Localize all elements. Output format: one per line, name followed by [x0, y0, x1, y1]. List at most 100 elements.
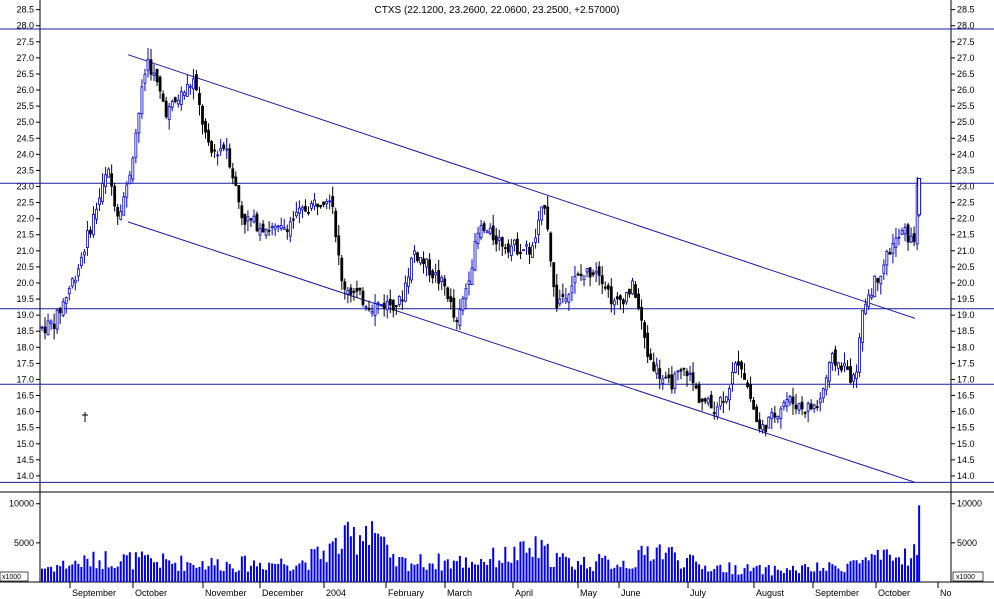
volume-bar — [637, 549, 640, 582]
candle-body — [534, 237, 537, 243]
volume-bar — [543, 545, 546, 582]
volume-bar — [265, 569, 268, 582]
price-candles — [40, 48, 922, 437]
candle-body — [525, 244, 528, 247]
volume-bar — [65, 568, 68, 582]
candle-body — [849, 366, 852, 383]
volume-bar — [595, 561, 598, 582]
candle-body — [734, 362, 737, 373]
candle-body — [391, 299, 395, 311]
volume-bar — [407, 571, 410, 582]
price-tick-label: 16.5 — [16, 391, 34, 401]
candle-body — [767, 416, 771, 429]
volume-bar — [255, 566, 258, 582]
candle-body — [597, 266, 601, 276]
volume-bar — [195, 567, 198, 582]
volume-bar — [461, 567, 464, 582]
candle-body — [343, 281, 347, 290]
candle-body — [770, 412, 774, 420]
candle-body — [437, 270, 441, 284]
candle-body — [803, 411, 807, 414]
volume-bar — [734, 565, 737, 582]
price-tick-label: 24.5 — [16, 133, 34, 143]
volume-bar — [752, 567, 755, 582]
volume-bar — [467, 567, 470, 582]
volume-bar — [128, 552, 131, 582]
volume-bar — [50, 566, 53, 582]
candle-body — [92, 214, 95, 236]
volume-bar — [246, 571, 249, 582]
price-tick-label: 14.0 — [16, 471, 34, 481]
candle-body — [49, 320, 53, 324]
candle-body — [73, 279, 77, 284]
candle-body — [219, 148, 223, 152]
candle-body — [761, 424, 765, 431]
price-axis-left: 14.0 14.5 15.0 15.5 16.0 16.5 17.0 17.5 18.0 18.5… — [16, 5, 40, 481]
candle-body — [307, 211, 310, 214]
trend-line — [127, 54, 916, 319]
candle-body — [458, 309, 462, 326]
volume-bar — [131, 569, 134, 582]
candle-body — [410, 257, 413, 281]
volume-bar — [122, 554, 125, 582]
candle-body — [431, 270, 435, 279]
candle-body — [509, 245, 513, 256]
volume-bar — [828, 562, 831, 582]
volume-bar — [401, 556, 404, 582]
price-tick-label: 14.0 — [957, 471, 975, 481]
volume-bar — [380, 536, 383, 582]
volume-bar — [558, 557, 561, 582]
price-tick-label: 17.0 — [957, 374, 975, 384]
volume-bar — [916, 555, 919, 582]
volume-bar — [237, 570, 240, 582]
volume-bar — [74, 560, 77, 582]
price-tick-label: 17.5 — [957, 358, 975, 368]
price-tick-label: 20.0 — [957, 278, 975, 288]
volume-bar — [313, 549, 316, 582]
volume-bar — [846, 563, 849, 582]
candle-body — [833, 349, 837, 366]
volume-bar — [449, 568, 452, 582]
candle-body — [58, 308, 62, 314]
price-tick-label: 15.5 — [957, 423, 975, 433]
volume-bar — [183, 570, 186, 582]
price-tick-label: 15.5 — [16, 423, 34, 433]
candle-body — [494, 235, 498, 245]
volume-bar — [749, 571, 752, 582]
volume-bar — [89, 566, 92, 582]
volume-bar — [125, 555, 128, 582]
volume-bar — [643, 554, 646, 582]
volume-bar — [186, 562, 189, 582]
candle-body — [797, 403, 801, 411]
candle-body — [128, 174, 132, 185]
candle-body — [252, 215, 256, 223]
price-tick-label: 26.0 — [957, 85, 975, 95]
candle-body — [316, 203, 319, 208]
volume-bar — [289, 570, 292, 582]
candle-body — [740, 361, 743, 370]
volume-bar — [876, 549, 879, 582]
candle-body — [746, 382, 749, 388]
volume-bar — [361, 541, 364, 582]
candle-body — [285, 229, 289, 232]
volume-bar — [698, 564, 701, 582]
candle-body — [425, 258, 428, 268]
candle-body — [419, 257, 422, 264]
volume-bar — [310, 548, 313, 582]
candle-body — [358, 288, 362, 291]
price-tick-label: 21.5 — [16, 230, 34, 240]
candle-body — [585, 268, 589, 273]
candle-body — [855, 371, 858, 379]
volume-bar — [98, 560, 101, 582]
volume-bar — [528, 547, 531, 582]
candle-body — [479, 224, 483, 238]
volume-bars — [41, 505, 921, 582]
volume-bar — [764, 567, 767, 582]
volume-bar — [773, 565, 776, 582]
volume-bar — [540, 539, 543, 582]
volume-bar — [365, 525, 368, 582]
candle-body — [107, 168, 111, 178]
volume-bar — [398, 557, 401, 582]
volume-bar — [243, 555, 246, 582]
volume-bar — [610, 568, 613, 582]
